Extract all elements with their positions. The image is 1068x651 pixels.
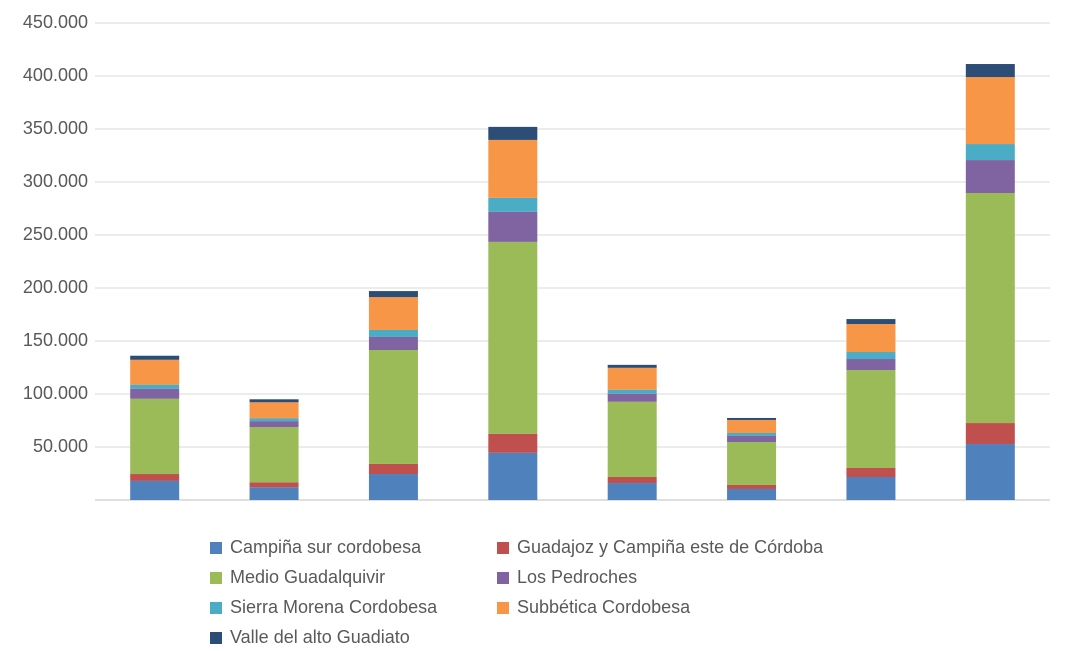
bar-segment xyxy=(965,423,1015,445)
bar-segment xyxy=(488,433,538,453)
bar-segment xyxy=(727,435,777,443)
bar-segment xyxy=(249,418,299,422)
y-tick-label: 400.000 xyxy=(23,65,88,85)
bar-segment xyxy=(368,350,418,464)
bar-segment xyxy=(965,444,1015,500)
bar-segment xyxy=(488,452,538,500)
bar-segment xyxy=(727,417,777,420)
bar-segment xyxy=(368,336,418,351)
bar-segment xyxy=(130,480,180,500)
bar-segment xyxy=(727,433,777,436)
legend-label: Los Pedroches xyxy=(517,567,637,587)
bar-segment xyxy=(965,144,1015,161)
bar-segment xyxy=(488,197,538,212)
bar-segment xyxy=(727,488,777,500)
bar-segment xyxy=(488,241,538,434)
y-tick-label: 450.000 xyxy=(23,12,88,32)
bar-segment xyxy=(727,442,777,485)
bar-segment xyxy=(249,402,299,419)
legend-label: Medio Guadalquivir xyxy=(230,567,385,587)
bar-segment xyxy=(607,367,657,390)
legend-label: Subbética Cordobesa xyxy=(517,597,691,617)
bar-segment xyxy=(846,467,896,477)
bar-segment xyxy=(249,482,299,488)
legend-label: Campiña sur cordobesa xyxy=(230,537,422,557)
bar-segment xyxy=(965,160,1015,194)
y-tick-label: 350.000 xyxy=(23,118,88,138)
legend-label: Guadajoz y Campiña este de Córdoba xyxy=(517,537,824,557)
y-tick-label: 300.000 xyxy=(23,171,88,191)
legend-label: Sierra Morena Cordobesa xyxy=(230,597,438,617)
bar-segment xyxy=(368,463,418,475)
legend-swatch xyxy=(497,572,509,584)
bar-segment xyxy=(488,126,538,140)
bar-segment xyxy=(249,421,299,428)
y-tick-label: 250.000 xyxy=(23,224,88,244)
bar-segment xyxy=(965,193,1015,424)
bar-segment xyxy=(846,324,896,353)
bar-segment xyxy=(368,474,418,500)
legend-swatch xyxy=(210,572,222,584)
bar-segment xyxy=(130,355,180,360)
bar-segment xyxy=(846,359,896,371)
legend-swatch xyxy=(210,542,222,554)
bar-segment xyxy=(130,359,180,385)
bar-segment xyxy=(607,393,657,402)
bar-segment xyxy=(607,483,657,500)
legend-swatch xyxy=(210,602,222,614)
bar-segment xyxy=(368,291,418,298)
y-tick-label: 200.000 xyxy=(23,277,88,297)
y-tick-label: 50.000 xyxy=(33,436,88,456)
bar-segment xyxy=(249,399,299,403)
bar-segment xyxy=(727,419,777,434)
bar-segment xyxy=(488,139,538,198)
y-tick-label: 150.000 xyxy=(23,330,88,350)
bar-segment xyxy=(130,384,180,389)
bar-segment xyxy=(130,474,180,481)
bar-segment xyxy=(965,77,1015,145)
bar-segment xyxy=(846,370,896,468)
bar-segment xyxy=(846,476,896,500)
bar-segment xyxy=(368,329,418,337)
y-tick-label: 100.000 xyxy=(23,383,88,403)
bar-segment xyxy=(607,364,657,368)
bar-segment xyxy=(130,398,180,475)
bar-segment xyxy=(846,352,896,360)
bar-segment xyxy=(130,388,180,399)
bar-segment xyxy=(488,211,538,242)
bar-segment xyxy=(249,427,299,483)
bar-segment xyxy=(607,389,657,394)
bar-segment xyxy=(607,401,657,477)
bar-segment xyxy=(846,319,896,325)
legend-swatch xyxy=(210,632,222,644)
legend-swatch xyxy=(497,542,509,554)
bar-segment xyxy=(368,297,418,330)
bar-segment xyxy=(249,487,299,500)
bar-segment xyxy=(607,476,657,484)
legend-label: Valle del alto Guadiato xyxy=(230,627,410,647)
bar-segment xyxy=(965,64,1015,78)
legend-swatch xyxy=(497,602,509,614)
bar-segment xyxy=(727,484,777,489)
